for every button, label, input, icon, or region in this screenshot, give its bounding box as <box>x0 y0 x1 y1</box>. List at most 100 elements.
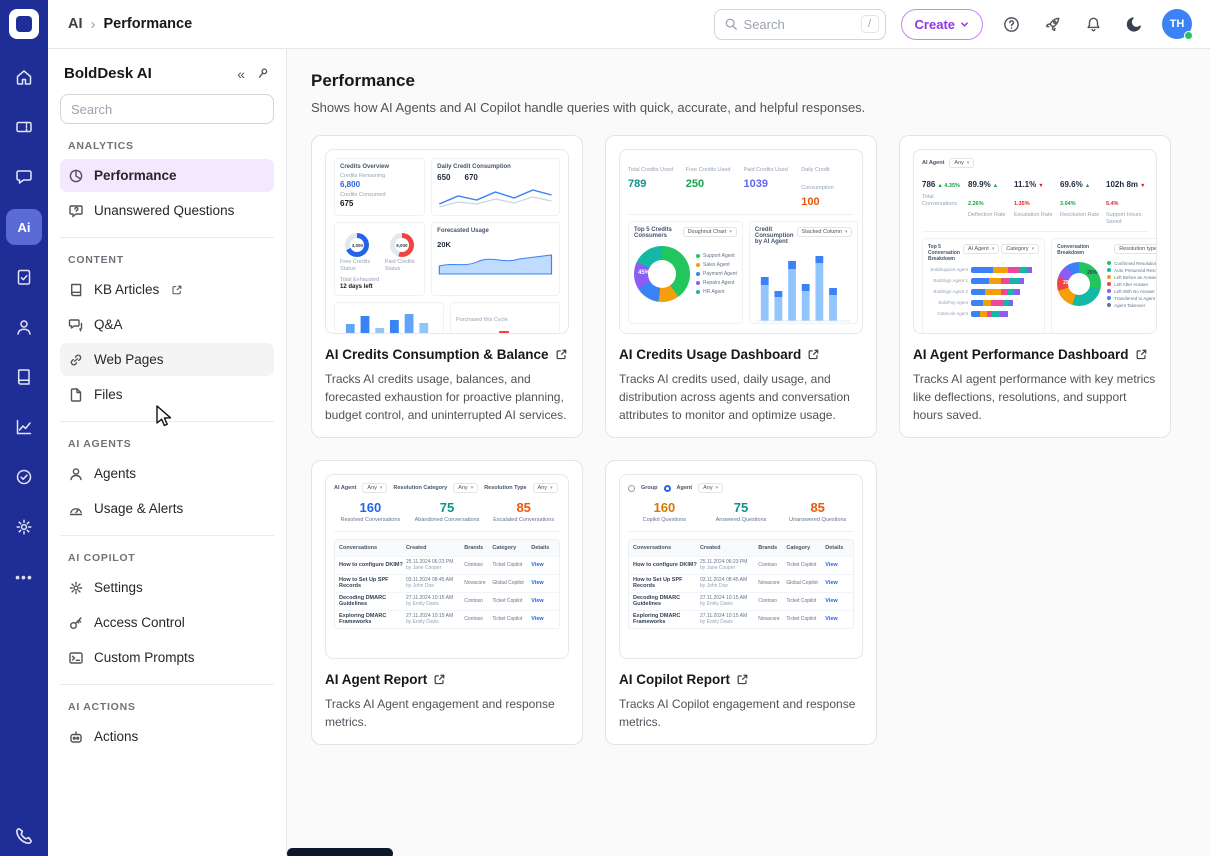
card-title-link[interactable]: AI Agent Performance Dashboard <box>913 347 1129 362</box>
external-link-icon[interactable] <box>736 673 749 686</box>
ticket-icon <box>16 121 32 133</box>
card-credits-consumption-balance[interactable]: Credits Overview Credits Remaining 6,800 … <box>311 135 583 438</box>
card-agent-report[interactable]: AI Agent Any ▾ Resolution Category Any ▾ R… <box>311 460 583 745</box>
pin-icon[interactable] <box>252 63 273 84</box>
mini-select: Any ▾ <box>949 158 975 168</box>
key-icon <box>70 616 82 629</box>
topbar: AI › Performance / Create <box>48 0 1210 49</box>
help-icon <box>1003 16 1019 32</box>
section-ai-actions: AI ACTIONS Actions <box>60 684 274 753</box>
sidebar-item-usage-alerts[interactable]: Usage & Alerts <box>60 492 274 525</box>
rail-item-contact-center[interactable] <box>6 818 42 854</box>
robot-icon <box>70 730 82 743</box>
section-label: AI COPILOT <box>68 552 136 564</box>
sidebar-item-access-control[interactable]: Access Control <box>60 606 274 639</box>
collapse-sidebar-icon[interactable]: « <box>237 65 245 82</box>
mini-panel-consumption-by-agent: Credit Consumption by AI Agent Stacked C… <box>748 221 859 324</box>
create-button[interactable]: Create <box>900 8 983 40</box>
mini-stacked-column-chart <box>756 256 851 322</box>
card-credits-usage-dashboard[interactable]: Total Credits Used 789 Free Credits Used 2… <box>605 135 877 438</box>
card-title-link[interactable]: AI Agent Report <box>325 672 428 687</box>
user-avatar[interactable]: TH <box>1162 9 1193 40</box>
external-link-icon[interactable] <box>433 673 446 686</box>
notifications-button[interactable] <box>1080 11 1106 37</box>
mini-panel-resolution-donut: Conversation Breakdown Resolution type▾ … <box>1051 237 1156 333</box>
card-title-link[interactable]: AI Credits Usage Dashboard <box>619 347 802 362</box>
sidebar-item-custom-prompts[interactable]: Custom Prompts <box>60 641 274 674</box>
mini-stat-row: Total Credits Used 789 Free Credits Used 2… <box>628 158 854 215</box>
rail-item-settings[interactable] <box>6 509 42 545</box>
gear-icon <box>69 581 83 594</box>
breadcrumb: AI › Performance <box>68 16 192 33</box>
link-icon <box>70 354 82 365</box>
external-link-icon[interactable] <box>807 348 820 361</box>
sidebar-item-files[interactable]: Files <box>60 378 274 411</box>
rail-item-ai[interactable]: Ai <box>6 209 42 245</box>
section-content: CONTENT KB Articles Q&A Web Pages <box>60 237 274 411</box>
main-content: Performance Shows how AI Agents and AI C… <box>287 49 1210 856</box>
sidebar-item-qa[interactable]: Q&A <box>60 308 274 341</box>
clipboard-check-icon <box>17 269 31 285</box>
table-row: Exploring DMARC Frameworks 27.11.2024 10… <box>629 609 853 628</box>
rail-item-approvals[interactable] <box>6 459 42 495</box>
mini-area-chart <box>438 254 553 275</box>
card-title-link[interactable]: AI Copilot Report <box>619 672 730 687</box>
external-link-icon[interactable] <box>555 348 568 361</box>
external-link-icon[interactable] <box>1135 348 1148 361</box>
bell-icon <box>1086 17 1100 31</box>
app-rail: Ai ••• <box>0 0 48 856</box>
sidebar-search-input[interactable] <box>60 94 274 124</box>
dark-mode-toggle[interactable] <box>1121 11 1147 37</box>
file-icon <box>70 387 82 402</box>
sidebar-item-unanswered-questions[interactable]: Unanswered Questions <box>60 194 274 227</box>
search-shortcut-hint: / <box>860 15 879 33</box>
mini-line-chart <box>439 189 552 208</box>
mini-stat-row: 160 Copilot Questions 75 Answered Question… <box>628 500 854 532</box>
sidebar-item-actions[interactable]: Actions <box>60 720 274 753</box>
search-input[interactable] <box>743 16 855 32</box>
table-row: How to Set Up SPF Records 03.11.2024 08:… <box>629 573 853 592</box>
book-icon <box>17 369 30 385</box>
sidebar-item-agents[interactable]: Agents <box>60 457 274 490</box>
breadcrumb-chevron-icon: › <box>90 15 96 33</box>
chart-line-icon <box>16 419 32 435</box>
card-description: Tracks AI Copilot engagement and respons… <box>619 697 856 729</box>
mini-stat-row: 786 ▲ 4.35% Total Conversations 89.9% ▲ 2.2… <box>922 174 1148 232</box>
mini-stat-row: 160 Resolved Conversations 75 Abandoned Co… <box>334 500 560 532</box>
rail-item-home[interactable] <box>6 59 42 95</box>
card-title-link[interactable]: AI Credits Consumption & Balance <box>325 347 549 362</box>
rail-item-contacts[interactable] <box>6 309 42 345</box>
help-button[interactable] <box>998 11 1024 37</box>
sidebar-item-performance[interactable]: Performance <box>60 159 274 192</box>
sidebar-item-kb-articles[interactable]: KB Articles <box>60 273 274 306</box>
rail-item-more[interactable]: ••• <box>6 559 42 595</box>
sidebar-item-copilot-settings[interactable]: Settings <box>60 571 274 604</box>
breadcrumb-root[interactable]: AI <box>68 16 83 32</box>
table-row: How to Set Up SPF Records 03.11.2024 08:… <box>335 573 559 592</box>
card-copilot-report[interactable]: Group Agent Any ▾ 160 Copilot Questions 75… <box>605 460 877 745</box>
chevron-down-icon: ▾ <box>966 160 970 166</box>
agent-icon <box>70 467 82 480</box>
card-description: Tracks AI agent performance with key met… <box>913 372 1156 422</box>
rail-item-tasks[interactable] <box>6 259 42 295</box>
search-icon <box>725 18 737 30</box>
section-label: CONTENT <box>68 254 124 266</box>
table-row: How to configure DKIM? 25.11.2024 06:23 … <box>335 555 559 574</box>
section-ai-copilot: AI COPILOT Settings Access Control Custo… <box>60 535 274 674</box>
rail-item-chat[interactable] <box>6 159 42 195</box>
rail-item-reports[interactable] <box>6 409 42 445</box>
sidebar-item-web-pages[interactable]: Web Pages <box>60 343 274 376</box>
thumbnail-credits-usage: Total Credits Used 789 Free Credits Used 2… <box>619 149 863 334</box>
person-icon <box>17 320 31 335</box>
whats-new-button[interactable] <box>1039 11 1065 37</box>
rail-item-kb[interactable] <box>6 359 42 395</box>
check-circle-icon <box>16 469 32 485</box>
rail-item-tickets[interactable] <box>6 109 42 145</box>
mini-select: Category ▾ <box>1001 243 1040 254</box>
mini-filter-row: Group Agent Any ▾ <box>628 483 854 493</box>
bolddesk-logo[interactable] <box>9 9 39 39</box>
horizontal-scrollbar-thumb[interactable] <box>287 848 393 856</box>
card-agent-performance-dashboard[interactable]: AI Agent Any ▾ 786 ▲ 4.35% Total Conversati… <box>899 135 1171 438</box>
global-search[interactable]: / <box>713 8 886 40</box>
